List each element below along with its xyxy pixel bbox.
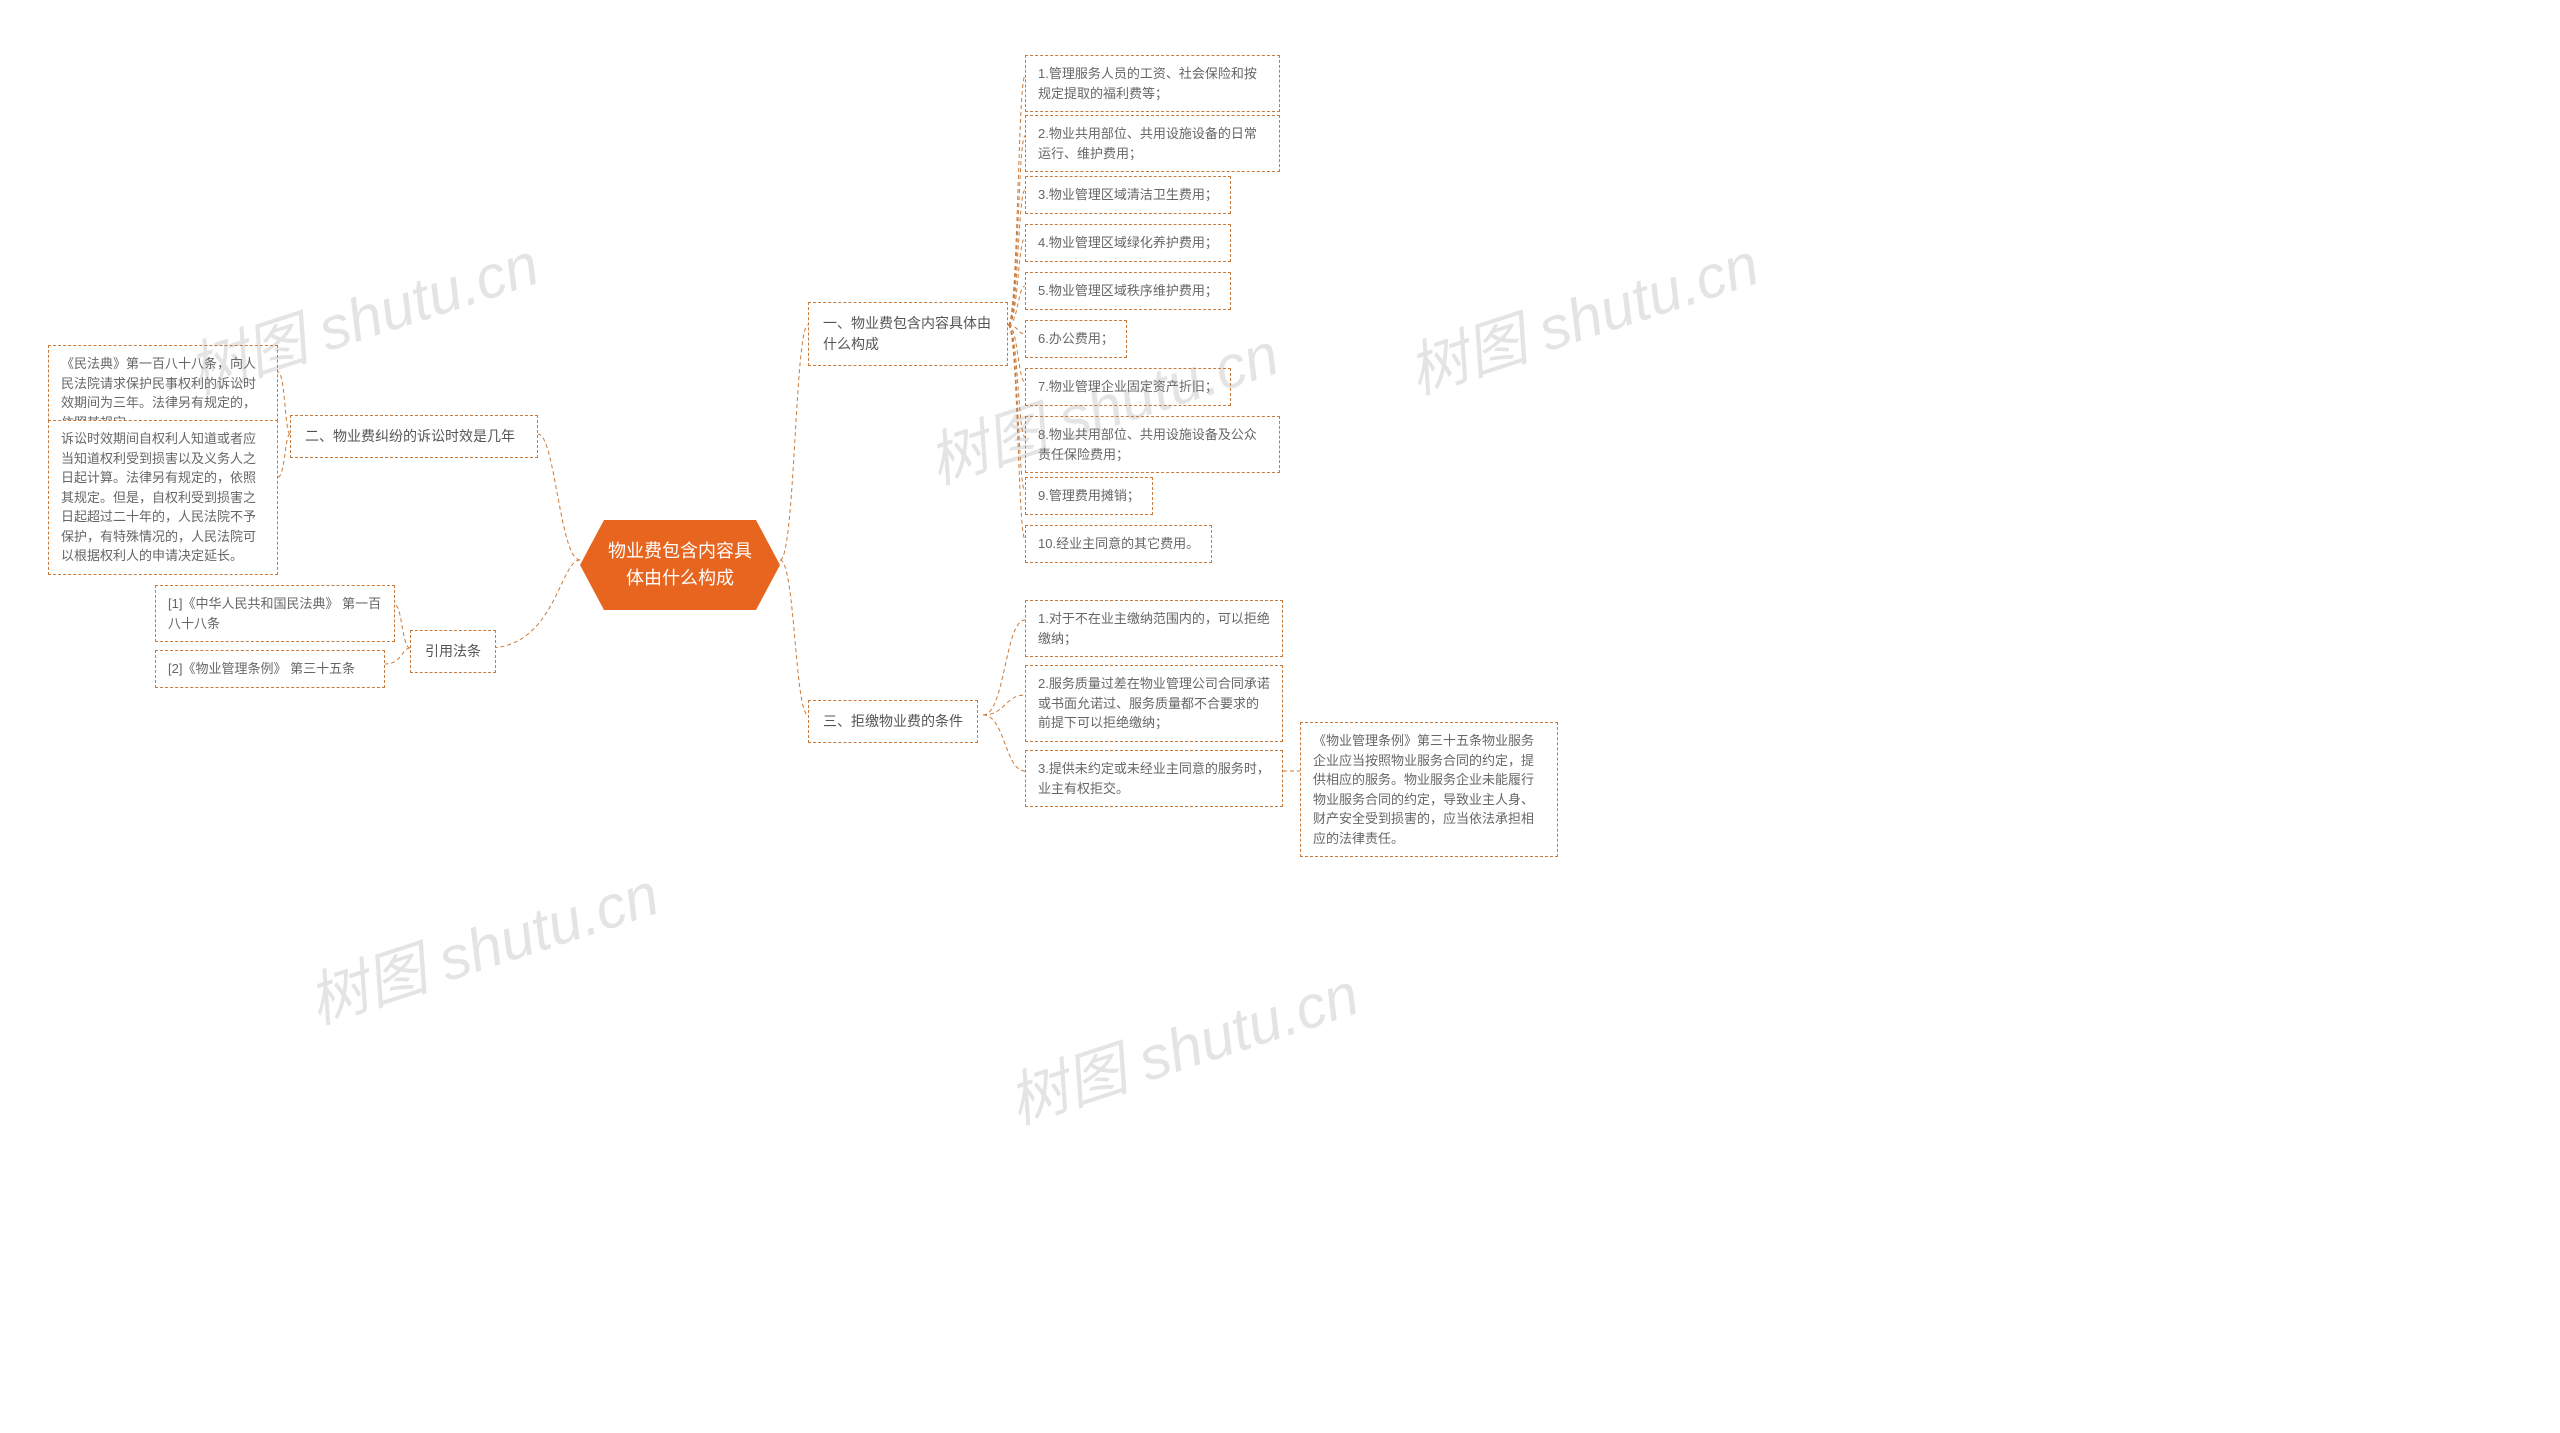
- leaf-right-0-4: 5.物业管理区域秩序维护费用；: [1025, 272, 1231, 310]
- leaf-right-0-5: 6.办公费用；: [1025, 320, 1127, 358]
- leaf-text: 6.办公费用；: [1038, 331, 1114, 346]
- leaf-text: 《民法典》第一百八十八条，向人民法院请求保护民事权利的诉讼时效期间为三年。法律另…: [61, 356, 256, 430]
- leaf-text: 2.物业共用部位、共用设施设备的日常运行、维护费用；: [1038, 126, 1257, 161]
- branch-label: 一、物业费包含内容具体由什么构成: [823, 315, 991, 352]
- leaf-left-1-0: [1]《中华人民共和国民法典》 第一百八十八条: [155, 585, 395, 642]
- leaf-left-1-1: [2]《物业管理条例》 第三十五条: [155, 650, 385, 688]
- leaf-right-1-2: 3.提供未约定或未经业主同意的服务时，业主有权拒交。: [1025, 750, 1283, 807]
- leaf-right-1-1: 2.服务质量过差在物业管理公司合同承诺或书面允诺过、服务质量都不合要求的前提下可…: [1025, 665, 1283, 742]
- leaf-right-0-8: 9.管理费用摊销；: [1025, 477, 1153, 515]
- leaf-text: 1.对于不在业主缴纳范围内的，可以拒绝缴纳；: [1038, 611, 1270, 646]
- leaf-right-0-1: 2.物业共用部位、共用设施设备的日常运行、维护费用；: [1025, 115, 1280, 172]
- leaf-text: 诉讼时效期间自权利人知道或者应当知道权利受到损害以及义务人之日起计算。法律另有规…: [61, 431, 256, 563]
- watermark: 树图 shutu.cn: [295, 846, 668, 1041]
- branch-left-0: 二、物业费纠纷的诉讼时效是几年: [290, 415, 538, 458]
- leaf-text: 2.服务质量过差在物业管理公司合同承诺或书面允诺过、服务质量都不合要求的前提下可…: [1038, 676, 1270, 730]
- leaf-text: 3.提供未约定或未经业主同意的服务时，业主有权拒交。: [1038, 761, 1270, 796]
- leaf-right-1-0: 1.对于不在业主缴纳范围内的，可以拒绝缴纳；: [1025, 600, 1283, 657]
- branch-label: 引用法条: [425, 643, 481, 659]
- leaf-right-0-0: 1.管理服务人员的工资、社会保险和按规定提取的福利费等；: [1025, 55, 1280, 112]
- leaf-text: [1]《中华人民共和国民法典》 第一百八十八条: [168, 596, 381, 631]
- leaf-text: 10.经业主同意的其它费用。: [1038, 536, 1199, 551]
- leaf-right-0-7: 8.物业共用部位、共用设施设备及公众责任保险费用；: [1025, 416, 1280, 473]
- leaf-text: 5.物业管理区域秩序维护费用；: [1038, 283, 1218, 298]
- branch-left-1: 引用法条: [410, 630, 496, 673]
- subleaf-right-1: 《物业管理条例》第三十五条物业服务企业应当按照物业服务合同的约定，提供相应的服务…: [1300, 722, 1558, 857]
- watermark: 树图 shutu.cn: [1395, 216, 1768, 411]
- leaf-right-0-6: 7.物业管理企业固定资产折旧；: [1025, 368, 1231, 406]
- branch-right-0: 一、物业费包含内容具体由什么构成: [808, 302, 1008, 366]
- leaf-text: 8.物业共用部位、共用设施设备及公众责任保险费用；: [1038, 427, 1257, 462]
- leaf-text: 7.物业管理企业固定资产折旧；: [1038, 379, 1218, 394]
- leaf-text: 3.物业管理区域清洁卫生费用；: [1038, 187, 1218, 202]
- leaf-text: 4.物业管理区域绿化养护费用；: [1038, 235, 1218, 250]
- leaf-text: [2]《物业管理条例》 第三十五条: [168, 661, 355, 676]
- branch-label: 二、物业费纠纷的诉讼时效是几年: [305, 428, 515, 444]
- branch-right-1: 三、拒缴物业费的条件: [808, 700, 978, 743]
- branch-label: 三、拒缴物业费的条件: [823, 713, 963, 729]
- leaf-right-0-2: 3.物业管理区域清洁卫生费用；: [1025, 176, 1231, 214]
- leaf-text: 《物业管理条例》第三十五条物业服务企业应当按照物业服务合同的约定，提供相应的服务…: [1313, 733, 1534, 846]
- root-node: 物业费包含内容具体由什么构成: [580, 520, 780, 610]
- leaf-right-0-3: 4.物业管理区域绿化养护费用；: [1025, 224, 1231, 262]
- watermark: 树图 shutu.cn: [995, 946, 1368, 1141]
- leaf-text: 9.管理费用摊销；: [1038, 488, 1140, 503]
- leaf-text: 1.管理服务人员的工资、社会保险和按规定提取的福利费等；: [1038, 66, 1257, 101]
- root-label: 物业费包含内容具体由什么构成: [608, 541, 752, 588]
- leaf-left-0-1: 诉讼时效期间自权利人知道或者应当知道权利受到损害以及义务人之日起计算。法律另有规…: [48, 420, 278, 575]
- leaf-right-0-9: 10.经业主同意的其它费用。: [1025, 525, 1212, 563]
